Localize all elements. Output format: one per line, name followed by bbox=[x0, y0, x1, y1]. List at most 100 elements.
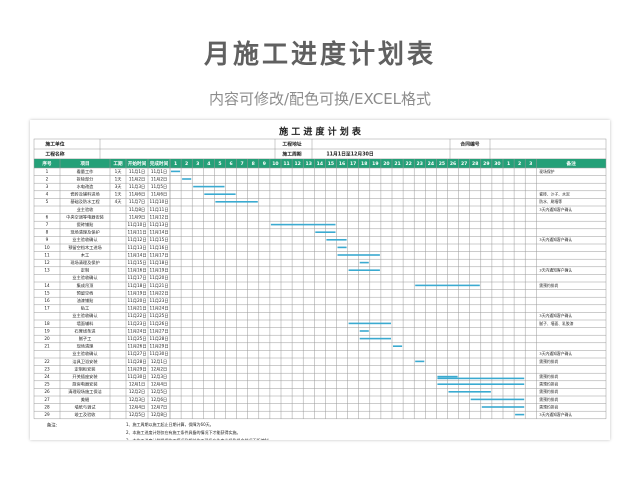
row-remark: 需预约排尚 bbox=[539, 359, 558, 364]
info-label: 工程地址 bbox=[282, 141, 301, 148]
row-item: 业主验收确认 bbox=[72, 350, 98, 357]
gantt-bar bbox=[337, 254, 380, 256]
row-end: 11月20日 bbox=[149, 275, 168, 281]
row-start: 11月8日 bbox=[129, 207, 145, 213]
day-header: 4 bbox=[207, 161, 210, 167]
gantt-bar bbox=[481, 406, 525, 408]
row-start: 11月28日 bbox=[127, 359, 146, 365]
gantt-bar bbox=[171, 170, 181, 173]
row-start: 11月18日 bbox=[127, 283, 146, 289]
gantt-bar bbox=[470, 398, 525, 401]
day-header: 8 bbox=[252, 161, 255, 167]
day-header: 2 bbox=[518, 161, 521, 167]
row-no: 29 bbox=[44, 412, 50, 417]
day-header: 20 bbox=[383, 161, 389, 167]
row-end: 12月7日 bbox=[151, 404, 167, 410]
info-label: 施工周期 bbox=[282, 151, 301, 158]
row-no: 20 bbox=[44, 336, 50, 341]
day-header: 3 bbox=[196, 161, 199, 167]
day-header: 2 bbox=[185, 161, 188, 167]
row-end: 12月4日 bbox=[151, 382, 167, 388]
gantt-bar bbox=[337, 246, 347, 249]
row-item: 业主验收确认 bbox=[72, 274, 98, 281]
info-label: 施工单位 bbox=[45, 141, 64, 148]
row-start: 11月3日 bbox=[129, 184, 145, 190]
row-item: 水电改造 bbox=[77, 183, 95, 190]
day-header: 18 bbox=[361, 161, 367, 167]
row-item: 业主验收确认 bbox=[72, 312, 98, 319]
row-item: 拆除部分 bbox=[77, 175, 95, 182]
row-item: 墙面辅料 bbox=[77, 320, 95, 327]
gantt-bar bbox=[448, 391, 491, 393]
header-cell: 工期 bbox=[113, 160, 123, 167]
day-header: 10 bbox=[272, 161, 278, 167]
day-header: 6 bbox=[229, 161, 232, 167]
day-header: 15 bbox=[328, 161, 334, 167]
row-end: 11月22日 bbox=[149, 290, 168, 296]
row-no: 23 bbox=[44, 366, 50, 371]
row-end: 11月5日 bbox=[151, 184, 167, 190]
row-end: 11月19日 bbox=[149, 268, 168, 274]
day-header: 30 bbox=[494, 161, 500, 167]
row-start: 12月2日 bbox=[129, 389, 145, 395]
row-item: 洁具卫浴安装 bbox=[72, 358, 98, 365]
day-header: 27 bbox=[461, 161, 467, 167]
info-label: 合同编号 bbox=[460, 141, 479, 148]
row-start: 11月2日 bbox=[129, 176, 145, 182]
row-start: 11月26日 bbox=[127, 344, 146, 350]
row-start: 11月22日 bbox=[127, 313, 146, 319]
row-start: 11月14日 bbox=[127, 252, 146, 258]
row-start: 11月15日 bbox=[127, 260, 146, 266]
row-remark: 需预约排尚 bbox=[539, 283, 558, 288]
row-item: 现场清理 bbox=[77, 343, 95, 350]
row-start: 11月11日 bbox=[127, 230, 146, 236]
note-line: 2、本施工进度计划仅在有施工条件具备的情况下才能获得实施。 bbox=[126, 429, 241, 435]
row-start: 11月1日 bbox=[129, 169, 145, 175]
gantt-bar bbox=[437, 377, 525, 380]
row-end: 11月23日 bbox=[149, 298, 168, 304]
row-end: 11月12日 bbox=[149, 214, 168, 220]
day-header: 3 bbox=[529, 161, 532, 167]
row-end: 11月16日 bbox=[149, 245, 168, 251]
row-end: 11月27日 bbox=[149, 328, 168, 334]
row-no: 2 bbox=[46, 176, 49, 181]
row-remark: 3天内通知客户确认 bbox=[539, 207, 572, 212]
row-remark: 需预约排尚 bbox=[539, 374, 558, 379]
row-remark: 瓷砖、沙子、水泥 bbox=[539, 192, 570, 197]
day-header: 25 bbox=[439, 161, 445, 167]
row-start: 11月25日 bbox=[127, 336, 146, 342]
day-header: 11 bbox=[283, 161, 289, 167]
header-cell: 开始时间 bbox=[128, 160, 147, 167]
row-start: 11月13日 bbox=[127, 245, 146, 251]
row-end: 11月2日 bbox=[151, 176, 167, 182]
row-end: 11月29日 bbox=[149, 344, 168, 350]
gantt-bar bbox=[359, 337, 391, 340]
row-no: 4 bbox=[46, 192, 49, 197]
row-start: 11月20日 bbox=[127, 298, 146, 304]
day-header: 19 bbox=[372, 161, 378, 167]
row-end: 11月13日 bbox=[149, 222, 168, 228]
notes-label: 备注: bbox=[47, 421, 57, 428]
gantt-bar bbox=[515, 413, 525, 416]
row-duration: 1天 bbox=[115, 169, 123, 175]
gantt-bar bbox=[270, 223, 336, 226]
header-cell: 项目 bbox=[80, 160, 89, 167]
day-header: 14 bbox=[317, 161, 323, 167]
row-item: 现场清理及保护 bbox=[70, 259, 99, 266]
row-end: 12月5日 bbox=[151, 389, 167, 395]
row-no: 5 bbox=[46, 199, 49, 204]
page-subtitle: 内容可修改/配色可换/EXCEL格式 bbox=[208, 90, 432, 108]
day-header: 1 bbox=[507, 161, 510, 167]
gantt-bar bbox=[348, 322, 391, 325]
row-no: 15 bbox=[44, 290, 50, 295]
row-no: 19 bbox=[44, 328, 50, 333]
row-remark: 腻子、墙面、乳胶漆 bbox=[539, 321, 573, 326]
row-start: 12月4日 bbox=[129, 404, 145, 410]
schedule-sheet: 施 工 进 度 计 划 表施工单位 工程地址 合同编号 工程名称 施工周期 11月1日至1… bbox=[30, 120, 610, 440]
row-item: 现场清理及保护 bbox=[70, 229, 99, 236]
row-no: 26 bbox=[44, 389, 50, 394]
row-end: 12月3日 bbox=[151, 374, 167, 380]
row-remark: 3天内通知客户确认 bbox=[539, 237, 572, 242]
row-start: 11月16日 bbox=[127, 268, 146, 274]
gantt-bar bbox=[415, 284, 480, 287]
